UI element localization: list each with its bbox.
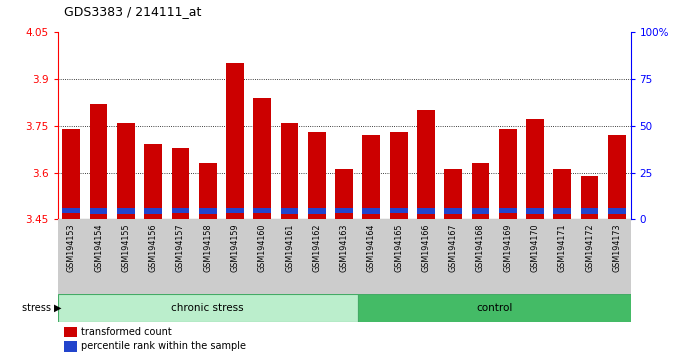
Text: GSM194173: GSM194173: [612, 223, 622, 272]
Bar: [89, 208, 107, 214]
Text: GSM194165: GSM194165: [394, 223, 403, 272]
Bar: [172, 148, 189, 219]
Text: GSM194162: GSM194162: [313, 223, 321, 272]
Text: GSM194166: GSM194166: [422, 223, 431, 272]
Text: GSM194172: GSM194172: [585, 223, 594, 272]
Bar: [417, 208, 435, 214]
Bar: [254, 98, 271, 219]
Bar: [390, 132, 407, 219]
Text: GSM194159: GSM194159: [231, 223, 239, 272]
Text: GSM194155: GSM194155: [121, 223, 130, 272]
Text: GSM194157: GSM194157: [176, 223, 185, 272]
Bar: [444, 208, 462, 214]
Text: GSM194161: GSM194161: [285, 223, 294, 272]
Text: stress: stress: [22, 303, 54, 313]
Bar: [254, 207, 271, 213]
Bar: [308, 132, 325, 219]
Bar: [581, 208, 599, 214]
Bar: [335, 207, 353, 213]
Text: GSM194156: GSM194156: [148, 223, 157, 272]
Bar: [472, 163, 490, 219]
Text: GSM194168: GSM194168: [476, 223, 485, 272]
Bar: [608, 208, 626, 214]
Bar: [526, 119, 544, 219]
Bar: [553, 170, 571, 219]
Bar: [444, 170, 462, 219]
Text: GSM194164: GSM194164: [367, 223, 376, 272]
Bar: [62, 207, 80, 213]
Bar: [281, 208, 298, 214]
Text: GSM194163: GSM194163: [340, 223, 348, 272]
Text: GSM194160: GSM194160: [258, 223, 266, 272]
Text: chronic stress: chronic stress: [172, 303, 244, 313]
Bar: [199, 163, 216, 219]
Bar: [526, 208, 544, 214]
Bar: [499, 129, 517, 219]
Text: ▶: ▶: [54, 303, 62, 313]
Bar: [58, 294, 358, 322]
Text: GSM194170: GSM194170: [531, 223, 540, 272]
Bar: [553, 208, 571, 214]
Bar: [335, 170, 353, 219]
Bar: [358, 294, 631, 322]
Text: control: control: [476, 303, 513, 313]
Bar: [62, 129, 80, 219]
Text: percentile rank within the sample: percentile rank within the sample: [81, 341, 246, 351]
Text: GSM194154: GSM194154: [94, 223, 103, 272]
Text: transformed count: transformed count: [81, 327, 172, 337]
Bar: [417, 110, 435, 219]
Bar: [199, 208, 216, 214]
Text: GDS3383 / 214111_at: GDS3383 / 214111_at: [64, 5, 202, 18]
Bar: [226, 207, 244, 213]
Bar: [117, 122, 135, 219]
Bar: [308, 208, 325, 214]
Text: GSM194171: GSM194171: [558, 223, 567, 272]
Bar: [172, 207, 189, 213]
Text: GSM194169: GSM194169: [503, 223, 513, 272]
Bar: [472, 208, 490, 214]
Bar: [608, 135, 626, 219]
Bar: [581, 176, 599, 219]
Bar: [144, 208, 162, 214]
Text: GSM194153: GSM194153: [66, 223, 76, 272]
Text: GSM194167: GSM194167: [449, 223, 458, 272]
Bar: [499, 207, 517, 213]
Bar: [363, 135, 380, 219]
Bar: [226, 63, 244, 219]
Bar: [281, 122, 298, 219]
Bar: [89, 104, 107, 219]
Text: GSM194158: GSM194158: [203, 223, 212, 272]
Bar: [363, 208, 380, 214]
Bar: [117, 208, 135, 214]
Bar: [390, 207, 407, 213]
Bar: [144, 144, 162, 219]
